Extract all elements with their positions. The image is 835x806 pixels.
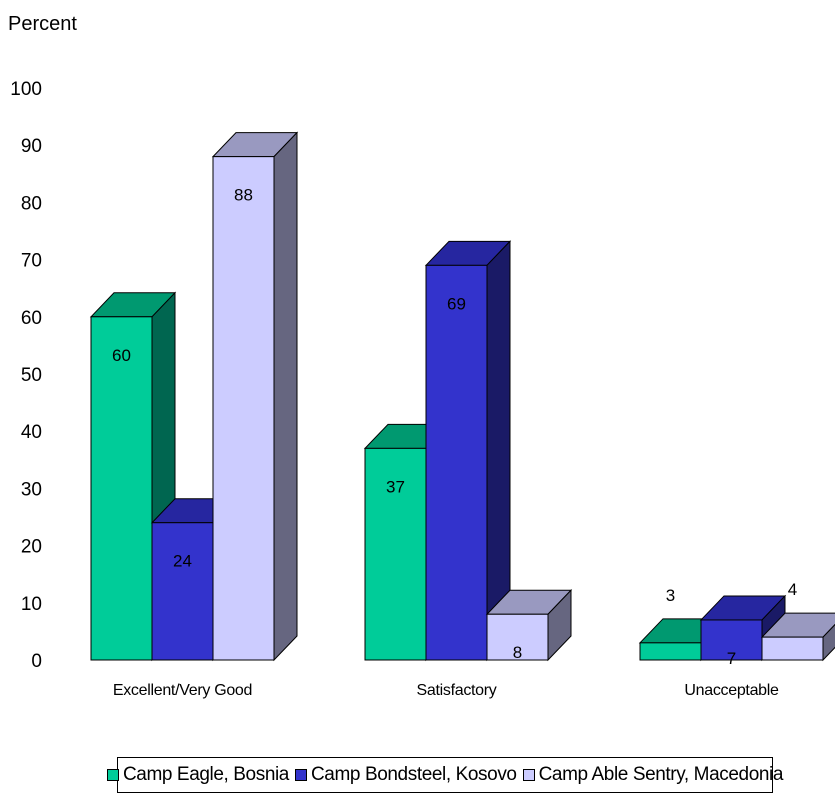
legend-item-camp-bondsteel: Camp Bondsteel, Kosovo bbox=[294, 764, 517, 786]
y-tick-80: 80 bbox=[21, 193, 42, 214]
bar-front-face bbox=[639, 642, 702, 661]
x-tick-unacceptable: Unacceptable bbox=[684, 682, 779, 699]
legend-label-camp-able-sentry: Camp Able Sentry, Macedonia bbox=[538, 764, 784, 785]
x-tick-satisfactory: Satisfactory bbox=[417, 682, 497, 699]
data-label-excellent-very-good-camp-eagle-bosnia: 60 bbox=[112, 346, 131, 365]
bar-front-face bbox=[151, 522, 214, 661]
y-tick-10: 10 bbox=[21, 594, 42, 615]
data-label-satisfactory-camp-eagle-bosnia: 37 bbox=[386, 477, 405, 496]
y-tick-40: 40 bbox=[21, 422, 42, 443]
y-tick-90: 90 bbox=[21, 136, 42, 157]
bar-front-face bbox=[212, 156, 275, 661]
y-tick-50: 50 bbox=[21, 365, 42, 386]
data-label-satisfactory-camp-bondsteel-kosovo: 69 bbox=[447, 294, 466, 313]
y-tick-0: 0 bbox=[31, 651, 42, 672]
bar-satisfactory-camp-able-sentry-macedonia: 8 bbox=[485, 588, 573, 662]
bar-front-face bbox=[761, 636, 824, 661]
bar-front-face bbox=[90, 316, 153, 661]
y-tick-20: 20 bbox=[21, 537, 42, 558]
bar-unacceptable-camp-able-sentry-macedonia: 4 bbox=[760, 580, 835, 662]
y-tick-70: 70 bbox=[21, 251, 42, 272]
legend-label-camp-bondsteel: Camp Bondsteel, Kosovo bbox=[310, 764, 517, 785]
data-label-excellent-very-good-camp-bondsteel-kosovo: 24 bbox=[173, 552, 192, 571]
x-tick-excellent-very-good: Excellent/Very Good bbox=[113, 682, 252, 699]
bar-front-face bbox=[486, 613, 549, 661]
bar-satisfactory-camp-bondsteel-kosovo: 69 bbox=[424, 240, 512, 662]
legend-swatch-camp-eagle bbox=[106, 769, 119, 781]
bar-front-face bbox=[425, 264, 488, 661]
data-label-satisfactory-camp-able-sentry-macedonia: 8 bbox=[513, 643, 522, 662]
legend-label-camp-eagle: Camp Eagle, Bosnia bbox=[122, 764, 289, 785]
legend: Camp Eagle, Bosnia Camp Bondsteel, Kosov… bbox=[106, 757, 783, 793]
bar-front-face bbox=[364, 447, 427, 661]
bar-excellent-very-good-camp-able-sentry-macedonia: 88 bbox=[211, 131, 299, 662]
y-axis-ticks: 0 10 20 30 40 50 60 70 80 90 100 bbox=[10, 79, 42, 672]
legend-swatch-camp-able-sentry bbox=[522, 769, 535, 781]
y-tick-100: 100 bbox=[10, 79, 42, 100]
data-label-unacceptable-camp-able-sentry-macedonia: 4 bbox=[788, 580, 797, 599]
y-axis-label: Percent bbox=[8, 13, 77, 35]
x-axis-labels: Excellent/Very Good Satisfactory Unaccepta… bbox=[113, 682, 779, 699]
bar-side-face bbox=[273, 131, 298, 662]
legend-item-camp-eagle: Camp Eagle, Bosnia bbox=[106, 764, 289, 786]
legend-item-camp-able-sentry: Camp Able Sentry, Macedonia bbox=[522, 764, 784, 786]
data-label-unacceptable-camp-bondsteel-kosovo: 7 bbox=[727, 649, 736, 668]
bar-front-face bbox=[700, 619, 763, 661]
data-label-excellent-very-good-camp-able-sentry-macedonia: 88 bbox=[234, 186, 253, 205]
data-label-unacceptable-camp-eagle-bosnia: 3 bbox=[666, 586, 675, 605]
y-tick-60: 60 bbox=[21, 308, 42, 329]
y-tick-30: 30 bbox=[21, 479, 42, 500]
legend-swatch-camp-bondsteel bbox=[294, 769, 307, 781]
